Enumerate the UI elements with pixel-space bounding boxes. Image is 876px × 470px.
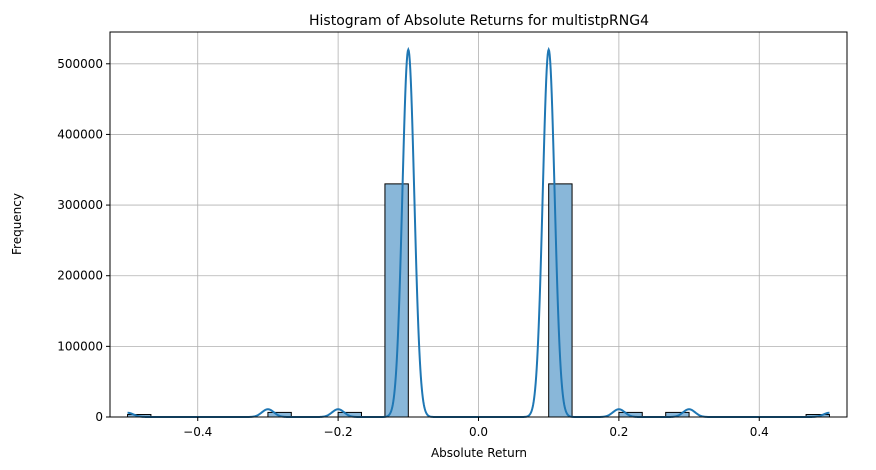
x-axis-ticks: −0.4 −0.2 0.0 0.2 0.4 bbox=[183, 417, 769, 439]
y-tick-label: 0 bbox=[95, 410, 103, 424]
x-tick-label: −0.2 bbox=[324, 425, 353, 439]
grid-lines bbox=[110, 32, 847, 418]
x-axis-label: Absolute Return bbox=[431, 446, 527, 460]
chart-title: Histogram of Absolute Returns for multis… bbox=[309, 13, 649, 29]
y-tick-label: 500000 bbox=[57, 57, 103, 71]
y-tick-label: 100000 bbox=[57, 339, 103, 353]
y-tick-label: 300000 bbox=[57, 198, 103, 212]
y-axis-label: Frequency bbox=[10, 193, 24, 255]
y-tick-label: 200000 bbox=[57, 269, 103, 283]
y-axis-ticks: 0 100000 200000 300000 400000 500000 bbox=[57, 57, 110, 424]
x-tick-label: 0.0 bbox=[469, 425, 488, 439]
x-tick-label: 0.4 bbox=[750, 425, 769, 439]
histogram-bar bbox=[548, 183, 573, 418]
y-tick-label: 400000 bbox=[57, 127, 103, 141]
x-tick-label: −0.4 bbox=[183, 425, 212, 439]
x-tick-label: 0.2 bbox=[609, 425, 628, 439]
histogram-bar bbox=[384, 183, 409, 418]
